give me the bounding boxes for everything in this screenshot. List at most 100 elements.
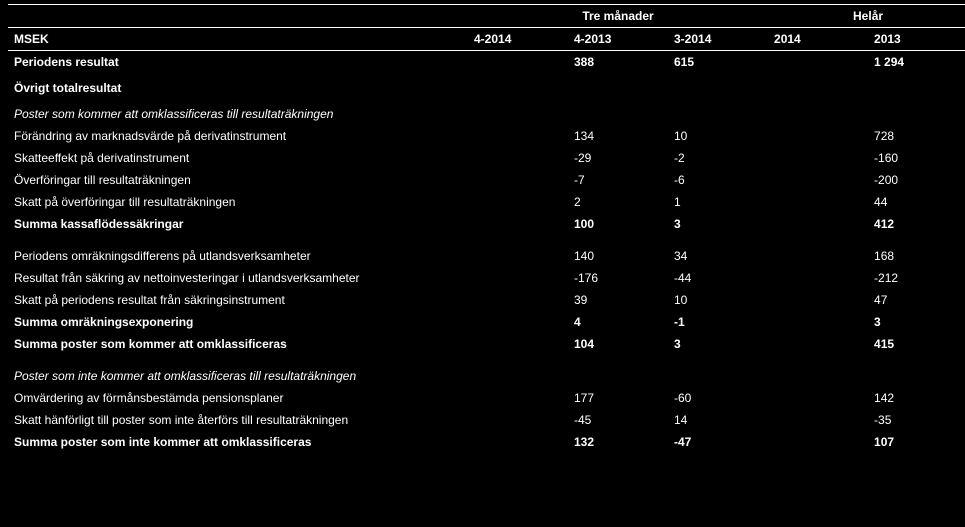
cell-value <box>468 147 568 169</box>
row-label: Summa kassaflödessäkringar <box>8 213 468 235</box>
cell-value <box>468 365 568 387</box>
cell-value <box>768 147 868 169</box>
cell-value: -44 <box>668 267 768 289</box>
cell-value: 142 <box>868 387 965 409</box>
cell-value: 177 <box>568 387 668 409</box>
col-2014: 2014 <box>768 28 868 51</box>
cell-value <box>568 365 668 387</box>
cell-value: -160 <box>868 147 965 169</box>
cell-value <box>768 125 868 147</box>
cell-value <box>468 51 568 74</box>
row-label: Poster som kommer att omklassificeras ti… <box>8 99 468 125</box>
cell-value: 388 <box>568 51 668 74</box>
cell-value: 168 <box>868 245 965 267</box>
table-row: Summa poster som kommer att omklassifice… <box>8 333 965 355</box>
cell-value <box>568 73 668 99</box>
table-row <box>8 355 965 365</box>
cell-value: 728 <box>868 125 965 147</box>
cell-value: -2 <box>668 147 768 169</box>
cell-value <box>768 387 868 409</box>
cell-value <box>468 99 568 125</box>
cell-value <box>768 245 868 267</box>
row-label: Förändring av marknadsvärde på derivatin… <box>8 125 468 147</box>
row-label: Summa poster som kommer att omklassifice… <box>8 333 468 355</box>
cell-value: 412 <box>868 213 965 235</box>
cell-value: -29 <box>568 147 668 169</box>
row-label: Skatt på periodens resultat från säkring… <box>8 289 468 311</box>
table-row: Förändring av marknadsvärde på derivatin… <box>8 125 965 147</box>
table-row <box>8 235 965 245</box>
cell-value: 1 294 <box>868 51 965 74</box>
row-label: Övrigt totalresultat <box>8 73 468 99</box>
financial-table: Tre månader Helår MSEK 4-2014 4-2013 3-2… <box>8 4 965 453</box>
cell-value: -200 <box>868 169 965 191</box>
row-label: Periodens resultat <box>8 51 468 74</box>
row-label: Omvärdering av förmånsbestämda pensionsp… <box>8 387 468 409</box>
cell-value: 100 <box>568 213 668 235</box>
table-row: Summa kassaflödessäkringar 1003 412 <box>8 213 965 235</box>
cell-value <box>768 99 868 125</box>
cell-value <box>768 431 868 453</box>
row-label: Skatt hänförligt till poster som inte åt… <box>8 409 468 431</box>
col-group-helar: Helår <box>768 5 965 28</box>
cell-value <box>768 213 868 235</box>
cell-value <box>768 51 868 74</box>
cell-value: 4 <box>568 311 668 333</box>
cell-value: -45 <box>568 409 668 431</box>
cell-value <box>468 387 568 409</box>
cell-value: 3 <box>668 213 768 235</box>
row-label: Periodens omräkningsdifferens på utlands… <box>8 245 468 267</box>
cell-value: 132 <box>568 431 668 453</box>
row-label: Summa omräkningsexponering <box>8 311 468 333</box>
cell-value: 107 <box>868 431 965 453</box>
cell-value <box>868 365 965 387</box>
table-row: Skatt på periodens resultat från säkring… <box>8 289 965 311</box>
cell-value: 3 <box>668 333 768 355</box>
cell-value <box>768 365 868 387</box>
table-row: Resultat från säkring av nettoinvesterin… <box>8 267 965 289</box>
cell-value: -6 <box>668 169 768 191</box>
cell-value: 14 <box>668 409 768 431</box>
cell-value <box>768 191 868 213</box>
cell-value <box>468 289 568 311</box>
cell-value: 415 <box>868 333 965 355</box>
cell-value: 615 <box>668 51 768 74</box>
cell-value <box>468 333 568 355</box>
cell-value <box>468 169 568 191</box>
cell-value: 10 <box>668 125 768 147</box>
cell-value <box>668 365 768 387</box>
cell-value: 47 <box>868 289 965 311</box>
cell-value: 3 <box>868 311 965 333</box>
table-row: Periodens omräkningsdifferens på utlands… <box>8 245 965 267</box>
cell-value <box>768 73 868 99</box>
cell-value: 140 <box>568 245 668 267</box>
cell-value <box>468 267 568 289</box>
cell-value <box>568 99 668 125</box>
table-row: Övrigt totalresultat <box>8 73 965 99</box>
cell-value: -60 <box>668 387 768 409</box>
cell-value <box>668 99 768 125</box>
col-4-2013: 4-2013 <box>568 28 668 51</box>
table-row: Summa poster som inte kommer att omklass… <box>8 431 965 453</box>
cell-value <box>768 409 868 431</box>
cell-value <box>668 73 768 99</box>
col-3-2014: 3-2014 <box>668 28 768 51</box>
unit-label: MSEK <box>8 28 468 51</box>
table-row: Periodens resultat 388615 1 294 <box>8 51 965 74</box>
cell-value: 34 <box>668 245 768 267</box>
cell-value <box>468 125 568 147</box>
cell-value: -176 <box>568 267 668 289</box>
table-row: Summa omräkningsexponering 4-1 3 <box>8 311 965 333</box>
cell-value: 104 <box>568 333 668 355</box>
col-2013: 2013 <box>868 28 965 51</box>
cell-value <box>468 409 568 431</box>
row-label: Poster som inte kommer att omklassificer… <box>8 365 468 387</box>
cell-value <box>768 333 868 355</box>
cell-value <box>768 267 868 289</box>
cell-value: -1 <box>668 311 768 333</box>
cell-value <box>468 73 568 99</box>
cell-value <box>768 289 868 311</box>
row-label: Resultat från säkring av nettoinvesterin… <box>8 267 468 289</box>
cell-value: -212 <box>868 267 965 289</box>
cell-value: -35 <box>868 409 965 431</box>
